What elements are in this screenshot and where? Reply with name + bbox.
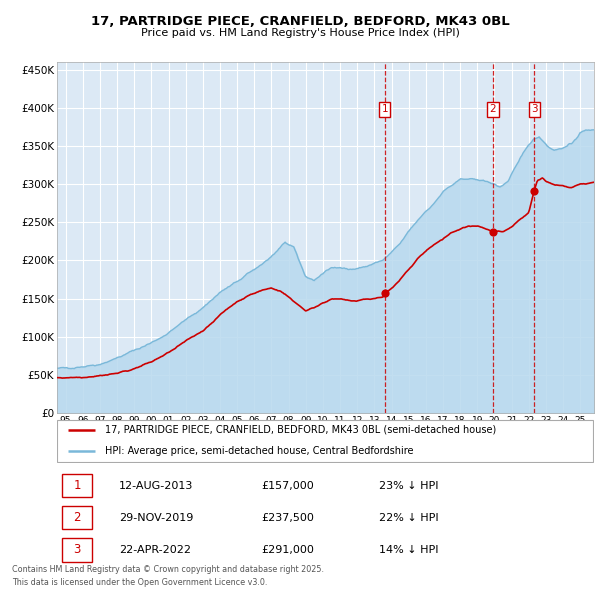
Text: 2: 2 [73,511,81,525]
FancyBboxPatch shape [62,474,92,497]
Text: 29-NOV-2019: 29-NOV-2019 [119,513,193,523]
Point [380,289,389,298]
Text: 23% ↓ HPI: 23% ↓ HPI [379,481,439,491]
Text: HPI: Average price, semi-detached house, Central Bedfordshire: HPI: Average price, semi-detached house,… [106,446,414,455]
Text: £157,000: £157,000 [261,481,314,491]
FancyBboxPatch shape [62,506,92,529]
FancyBboxPatch shape [62,538,92,562]
Point [488,227,498,237]
FancyBboxPatch shape [57,420,593,463]
Text: This data is licensed under the Open Government Licence v3.0.: This data is licensed under the Open Gov… [12,578,268,587]
Text: £237,500: £237,500 [261,513,314,523]
Text: Contains HM Land Registry data © Crown copyright and database right 2025.: Contains HM Land Registry data © Crown c… [12,565,324,573]
Point [529,186,539,196]
Text: 17, PARTRIDGE PIECE, CRANFIELD, BEDFORD, MK43 0BL: 17, PARTRIDGE PIECE, CRANFIELD, BEDFORD,… [91,15,509,28]
Text: £291,000: £291,000 [261,545,314,555]
Text: 2: 2 [490,104,496,114]
Text: 12-AUG-2013: 12-AUG-2013 [119,481,193,491]
Text: 1: 1 [382,104,388,114]
Text: 1: 1 [73,479,81,492]
Text: 22-APR-2022: 22-APR-2022 [119,545,191,555]
Text: 22% ↓ HPI: 22% ↓ HPI [379,513,439,523]
Text: Price paid vs. HM Land Registry's House Price Index (HPI): Price paid vs. HM Land Registry's House … [140,28,460,38]
Text: 14% ↓ HPI: 14% ↓ HPI [379,545,439,555]
Text: 3: 3 [73,543,81,556]
Text: 17, PARTRIDGE PIECE, CRANFIELD, BEDFORD, MK43 0BL (semi-detached house): 17, PARTRIDGE PIECE, CRANFIELD, BEDFORD,… [106,425,497,435]
Text: 3: 3 [531,104,538,114]
